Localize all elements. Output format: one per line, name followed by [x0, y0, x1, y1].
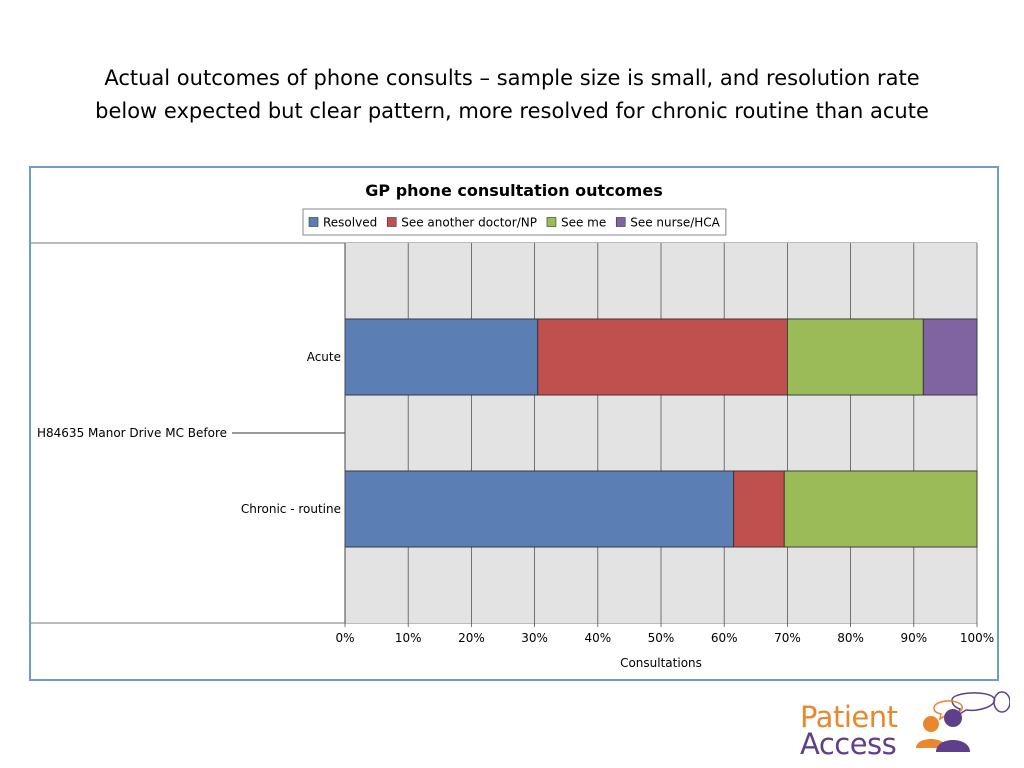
x-tick-label: 80%: [837, 631, 864, 645]
chart-frame: GP phone consultation outcomes Resolved S…: [29, 166, 999, 681]
bar-acute-resolved: [344, 318, 539, 396]
x-tick-label: 10%: [395, 631, 422, 645]
bar-acute-see-nurse-hca: [922, 318, 978, 396]
legend-label-resolved: Resolved: [323, 216, 377, 230]
x-axis-label: Consultations: [620, 656, 702, 670]
bar-chronic-routine-resolved: [344, 470, 735, 548]
group-label: H84635 Manor Drive MC Before: [37, 426, 227, 440]
logo-word-patient: Patient: [800, 700, 898, 734]
plot-area: 0% 10% 20% 30% 40% 50% 60% 70% 80% 90% 100% Acute Ch…: [31, 242, 994, 670]
x-tick-label: 20%: [458, 631, 485, 645]
slide-title-line-1: Actual outcomes of phone consults – samp…: [104, 66, 920, 90]
category-label-chronic-routine: Chronic - routine: [241, 502, 341, 516]
legend-label-see-another-doctor-np: See another doctor/NP: [401, 216, 537, 230]
patient-access-logo: Patient Access: [798, 688, 1010, 760]
chart-legend: Resolved See another doctor/NP See me See n…: [302, 208, 727, 236]
legend-label-see-nurse-hca: See nurse/HCA: [630, 216, 720, 230]
x-tick-label: 100%: [960, 631, 994, 645]
legend-swatch-see-another-doctor-np: [386, 217, 397, 227]
x-tick-label: 30%: [521, 631, 548, 645]
legend-label-see-me: See me: [561, 216, 606, 230]
slide-title: Actual outcomes of phone consults – samp…: [30, 62, 994, 128]
legend-swatch-see-nurse-hca: [615, 217, 626, 227]
legend-swatch-resolved: [308, 217, 319, 227]
x-tick-label: 50%: [648, 631, 675, 645]
bar-chronic-routine-see-another-doctor-np: [733, 470, 785, 548]
category-label-acute: Acute: [307, 350, 341, 364]
stacked-bar-chart: GP phone consultation outcomes Resolved S…: [31, 181, 994, 670]
logo-word-access: Access: [800, 727, 897, 761]
x-tick-label: 60%: [711, 631, 738, 645]
bar-acute-see-me: [787, 318, 924, 396]
bar-acute-see-another-doctor-np: [537, 318, 788, 396]
slide-title-line-2: below expected but clear pattern, more r…: [95, 99, 929, 123]
logo-people-icon: [916, 691, 1010, 752]
x-tick-label: 0%: [335, 631, 354, 645]
bar-chronic-routine-see-me: [783, 470, 978, 548]
x-tick-label: 70%: [774, 631, 801, 645]
x-tick-label: 40%: [584, 631, 611, 645]
legend-box: [302, 208, 727, 236]
chart-title: GP phone consultation outcomes: [365, 181, 662, 200]
x-tick-label: 90%: [900, 631, 927, 645]
legend-swatch-see-me: [546, 217, 557, 227]
